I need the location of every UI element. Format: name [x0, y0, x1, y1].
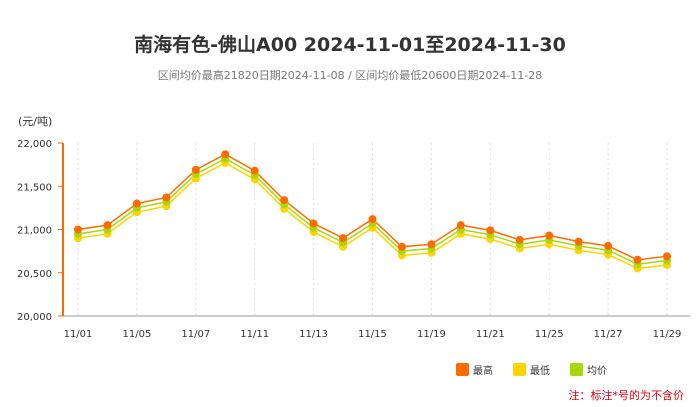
data-point-0-11: [397, 242, 406, 251]
y-tick-label: 20,000: [17, 312, 52, 323]
data-point-0-3: [162, 193, 171, 202]
data-point-0-14: [486, 226, 495, 235]
y-tick-label: 22,000: [17, 139, 52, 150]
data-point-0-10: [368, 215, 377, 224]
legend-label: 均价: [587, 366, 607, 377]
legend-item-high[interactable]: 最高: [456, 362, 493, 377]
chart-subtitle: 区间均价最高21820日期2024-11-08 / 区间均价最低20600日期2…: [157, 69, 543, 82]
data-point-0-18: [604, 241, 613, 250]
legend-swatch: [570, 363, 583, 376]
x-tick-label: 11/27: [594, 329, 623, 340]
x-tick-label: 11/07: [181, 329, 210, 340]
data-point-0-17: [574, 237, 583, 246]
y-tick-label: 21,000: [17, 226, 52, 237]
data-point-0-20: [663, 252, 671, 261]
data-point-0-19: [633, 255, 642, 264]
y-tick-label: 21,500: [17, 182, 52, 193]
y-axis-unit: (元/吨): [18, 115, 53, 128]
x-tick-label: 11/19: [417, 329, 446, 340]
data-point-0-1: [103, 221, 112, 230]
x-tick-label: 11/25: [535, 329, 564, 340]
data-point-0-0: [74, 225, 82, 234]
legend-label: 最高: [473, 366, 493, 377]
data-point-0-7: [280, 196, 289, 205]
legend-swatch: [513, 363, 526, 376]
data-point-0-9: [339, 234, 348, 243]
data-point-0-8: [309, 219, 318, 228]
y-tick-label: 20,500: [17, 269, 52, 280]
legend-swatch: [456, 363, 469, 376]
data-point-0-12: [427, 240, 436, 249]
data-point-0-2: [132, 199, 141, 208]
legend-item-low[interactable]: 最低: [513, 362, 550, 377]
data-point-0-6: [250, 166, 259, 175]
x-tick-label: 11/13: [299, 329, 328, 340]
x-tick-label: 11/21: [476, 329, 505, 340]
legend-item-avg[interactable]: 均价: [570, 362, 607, 377]
x-tick-label: 11/01: [64, 329, 93, 340]
x-tick-label: 11/11: [240, 329, 269, 340]
x-tick-label: 11/29: [653, 329, 682, 340]
x-tick-label: 11/15: [358, 329, 387, 340]
x-tick-label: 11/05: [122, 329, 151, 340]
data-point-0-16: [545, 231, 554, 240]
data-point-0-4: [191, 165, 200, 174]
footnote: 注：标注*号的为不含价: [568, 389, 685, 402]
data-point-0-13: [456, 221, 465, 230]
legend-label: 最低: [530, 366, 550, 377]
legend: 最高 最低 均价: [456, 362, 607, 377]
data-point-0-5: [221, 150, 230, 159]
data-point-0-15: [515, 235, 524, 244]
chart-title: 南海有色-佛山A00 2024-11-01至2024-11-30: [134, 34, 566, 56]
